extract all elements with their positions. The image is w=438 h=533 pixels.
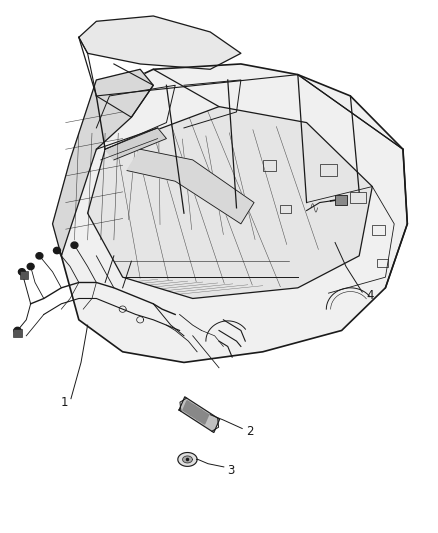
Polygon shape xyxy=(183,456,192,463)
Polygon shape xyxy=(71,242,78,248)
Bar xyxy=(280,205,291,213)
Polygon shape xyxy=(53,69,153,256)
Text: 1: 1 xyxy=(61,396,69,409)
Polygon shape xyxy=(190,405,202,419)
Bar xyxy=(13,329,22,337)
Text: 2: 2 xyxy=(246,425,254,438)
Bar xyxy=(335,195,347,205)
Bar xyxy=(377,259,388,266)
Bar xyxy=(20,271,28,279)
Polygon shape xyxy=(53,247,60,254)
Polygon shape xyxy=(178,453,197,466)
Polygon shape xyxy=(105,128,166,160)
Polygon shape xyxy=(183,401,195,415)
Polygon shape xyxy=(18,269,25,275)
Text: 4: 4 xyxy=(366,289,374,302)
Polygon shape xyxy=(179,397,219,432)
Bar xyxy=(320,164,337,176)
Text: 3: 3 xyxy=(228,464,235,477)
Polygon shape xyxy=(61,64,407,362)
Bar xyxy=(372,225,385,235)
Polygon shape xyxy=(36,253,43,259)
Polygon shape xyxy=(127,149,254,224)
Bar xyxy=(263,160,276,171)
Polygon shape xyxy=(88,107,372,298)
Polygon shape xyxy=(79,16,241,69)
Polygon shape xyxy=(14,327,21,334)
Polygon shape xyxy=(27,263,34,270)
Bar xyxy=(350,192,366,203)
Polygon shape xyxy=(197,410,208,424)
